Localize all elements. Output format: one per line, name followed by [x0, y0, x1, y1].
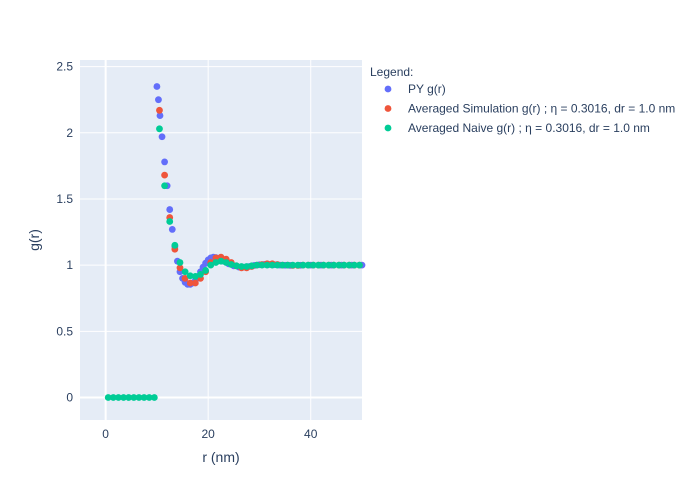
data-point [171, 241, 179, 249]
data-point [109, 394, 117, 401]
y-tick-label: 0.5 [56, 324, 73, 338]
data-point [243, 263, 251, 270]
y-tick-label: 1 [66, 258, 73, 272]
x-tick-label: 40 [304, 427, 318, 441]
data-point [191, 272, 199, 280]
data-point [150, 394, 158, 401]
x-tick-label: 0 [102, 427, 109, 441]
data-point [212, 259, 220, 266]
data-point [268, 261, 276, 269]
data-point [345, 261, 353, 269]
data-point [166, 218, 174, 225]
legend-item-2[interactable]: Averaged Simulation g(r) ; η = 0.3016, d… [384, 102, 676, 116]
data-point [248, 262, 256, 270]
data-point [232, 262, 240, 270]
data-point [186, 272, 194, 280]
data-point [330, 261, 338, 269]
data-point [309, 261, 317, 269]
x-axis-title: r (nm) [202, 449, 239, 465]
data-point [161, 171, 169, 179]
data-point [140, 394, 148, 401]
data-point [320, 261, 327, 269]
data-point [350, 261, 358, 269]
data-point [168, 226, 176, 233]
legend-title: Legend: [370, 65, 413, 79]
data-point [153, 83, 161, 90]
data-point [176, 259, 184, 266]
data-point [258, 261, 266, 269]
data-point [279, 261, 286, 269]
data-point [284, 261, 292, 269]
data-point [135, 394, 143, 401]
data-point [130, 394, 138, 401]
data-point [207, 261, 215, 269]
data-point [161, 182, 169, 190]
data-point [227, 261, 235, 268]
data-point [181, 274, 189, 282]
data-point [186, 279, 194, 287]
y-tick-label: 2.5 [56, 60, 73, 74]
data-point [104, 394, 112, 401]
data-point [340, 261, 348, 269]
x-tick-labels: 0 20 40 [102, 427, 317, 441]
legend[interactable]: Legend: PY g(r) Averaged Simulation g(r) … [370, 65, 675, 135]
data-point [115, 394, 122, 401]
data-point [294, 261, 302, 269]
legend-marker [384, 85, 392, 93]
data-point [238, 263, 245, 270]
data-point [335, 261, 343, 269]
y-tick-label: 2 [66, 126, 73, 140]
data-point [156, 112, 164, 119]
data-point [253, 261, 261, 269]
data-point [197, 271, 204, 278]
data-point [315, 261, 322, 269]
data-point [263, 261, 271, 269]
data-point [155, 96, 162, 104]
y-tick-label: 0 [66, 391, 73, 405]
data-point [120, 394, 127, 401]
legend-label: Averaged Naive g(r) ; η = 0.3016, dr = 1… [408, 121, 650, 135]
series-3 [104, 125, 363, 401]
data-point [161, 158, 169, 166]
data-points [104, 83, 366, 401]
legend-marker [384, 105, 392, 112]
legend-item-1[interactable]: PY g(r) [384, 82, 446, 96]
data-point [202, 267, 210, 274]
legend-label: Averaged Simulation g(r) ; η = 0.3016, d… [408, 102, 675, 116]
data-point [156, 106, 163, 114]
data-point [191, 279, 199, 287]
data-point [299, 261, 307, 269]
data-point [166, 206, 174, 213]
data-point [125, 394, 133, 401]
data-point [217, 257, 225, 265]
y-tick-labels: 0 0.5 1 1.5 2 2.5 [56, 60, 73, 405]
data-point [289, 261, 297, 269]
y-axis-title: g(r) [26, 229, 42, 251]
legend-item-3[interactable]: Averaged Naive g(r) ; η = 0.3016, dr = 1… [384, 121, 650, 135]
data-point [158, 133, 166, 141]
data-point [325, 261, 333, 269]
legend-label: PY g(r) [408, 82, 446, 96]
data-point [274, 261, 281, 269]
plot-background [80, 60, 362, 420]
data-point [222, 259, 230, 266]
data-point [181, 268, 189, 276]
grid [80, 60, 362, 420]
x-tick-label: 20 [202, 427, 216, 441]
data-point [356, 261, 363, 269]
legend-marker [384, 124, 392, 132]
data-point [145, 394, 153, 401]
data-point [304, 261, 312, 269]
data-point [176, 264, 184, 272]
y-tick-label: 1.5 [56, 192, 73, 206]
data-point [156, 125, 163, 133]
